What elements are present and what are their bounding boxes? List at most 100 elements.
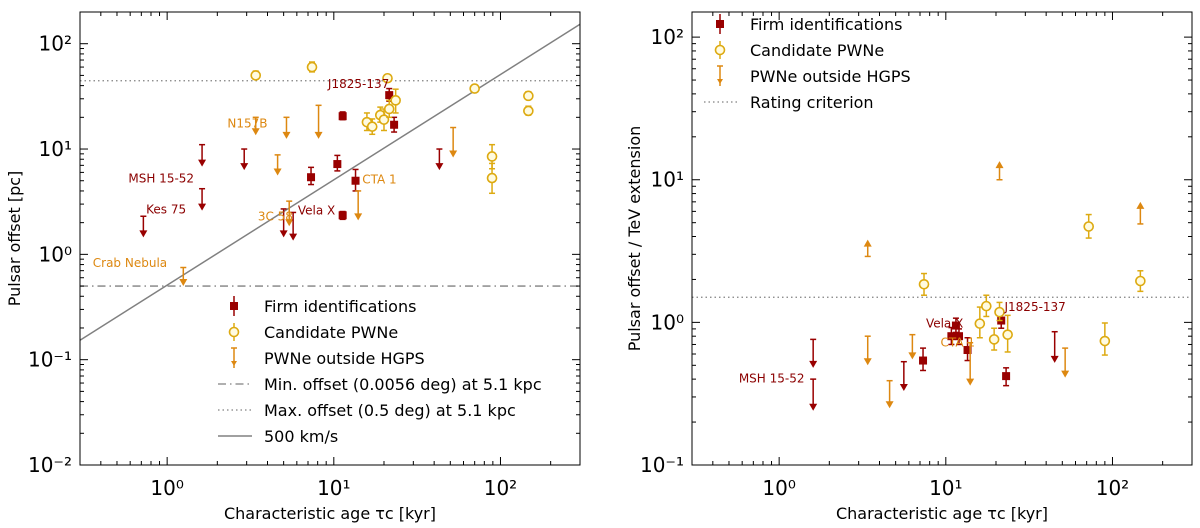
candidate-point [306,61,318,73]
firm-limit-head [198,159,207,167]
axes-frame [691,11,1193,466]
annotation-label: J1825-137 [327,77,389,91]
x-tick-label: 10⁰ [762,476,795,500]
legend-label: PWNe outside HGPS [264,349,425,368]
left-panel: J1825-137 N157B MSH 15-52 Kes 75 3C 58 Vela X… [5,11,581,523]
firm-limit-head [289,233,298,241]
y-tick-label: 10² [651,25,684,49]
firm-limit-head [809,403,818,411]
x-axis-label: Characteristic age τc [kyr] [836,504,1048,523]
candidate-point [469,83,480,94]
legend-candidate-marker [228,326,240,338]
outside-limit-head [966,378,975,386]
firm-point [385,91,394,100]
firm-point [351,176,360,185]
firm-point [963,346,972,355]
annotation-label: MSH 15-52 [739,371,805,385]
axes-frame [79,11,581,466]
firm-point [919,356,928,365]
candidate-point [974,318,986,329]
firm-limit-head [435,163,444,171]
x-tick-label: 10¹ [317,476,350,500]
x-tick-label: 10⁰ [150,476,183,500]
candidate-point [1002,329,1013,340]
candidate-point [994,306,1005,318]
firm-point [947,332,956,341]
plot-area [692,161,1192,411]
x-axis-label: Characteristic age τc [kyr] [224,504,436,523]
legend-label: Min. offset (0.0056 deg) at 5.1 kpc [264,375,542,394]
right-panel: J1825-137 Vela X CTA 1 MSH 15-52 10⁰ 10¹ 10² 10… [625,11,1193,523]
velocity-line [80,23,580,341]
candidate-point [523,90,534,102]
candidate-point [918,278,930,290]
legend-label: Candidate PWNe [264,323,398,342]
firm-point [955,332,964,341]
x-tick-label: 10² [484,476,517,500]
y-tick-label: 10⁰ [651,310,684,334]
outside-limit-head [1061,370,1070,378]
y-axis-label: Pulsar offset / TeV extension [625,126,644,352]
candidate-point [250,70,262,81]
outside-limit-head [314,131,323,139]
outside-limit-head [908,352,917,360]
firm-point [1002,372,1011,381]
legend-outside-head [717,79,723,84]
firm-limit-head [1050,355,1059,363]
firm-limit-head [139,230,148,238]
candidate-point [981,300,992,312]
legend-firm-marker [716,20,724,28]
outside-limit-head [282,131,291,139]
y-tick-label: 10¹ [651,168,684,192]
legend-outside-head [231,361,237,366]
legend: Firm identifications Candidate PWNe PWNe o… [218,296,542,446]
outside-limit-head [273,168,282,176]
annotation-label: N157B [227,117,267,131]
candidate-point [390,95,401,106]
candidate-point [486,172,498,184]
annotation-label: MSH 15-52 [128,172,194,186]
y-tick-label: 10⁻² [28,453,72,477]
legend-label: 500 km/s [264,427,338,446]
outside-limit-head [179,279,188,287]
annotation-label: Vela X [926,317,963,331]
candidate-point [988,334,1000,345]
legend-label: PWNe outside HGPS [750,67,911,86]
y-tick-label: 10¹ [39,137,72,161]
firm-limit-head [809,360,818,368]
legend-candidate-marker [714,44,726,56]
annotation-label: 3C 58 [258,209,293,223]
annotation-label: J1825-137 [1004,300,1066,314]
candidate-point [523,105,534,117]
firm-limit-head [279,230,288,238]
y-axis-label: Pulsar offset [pc] [5,171,24,307]
legend: Firm identifications Candidate PWNe PWNe o… [704,14,911,112]
annotation-label: CTA 1 [941,335,975,349]
candidate-point [1083,221,1095,232]
y-tick-label: 10⁰ [39,242,72,266]
outside-lower-limit-head [863,239,872,247]
plot-area [80,23,580,341]
outside-lower-limit-head [995,161,1004,169]
outside-limit-head [863,358,872,366]
candidate-point [382,72,393,84]
legend-label: Rating criterion [750,93,874,112]
legend-label: Max. offset (0.5 deg) at 5.1 kpc [264,401,516,420]
outside-limit-head [251,128,260,136]
firm-limit-head [899,384,908,392]
firm-point [307,173,316,182]
annotation-label: Vela X [298,203,335,217]
outside-limit-head [354,213,363,221]
outside-lower-limit-head [1136,201,1145,209]
firm-point [333,160,342,169]
y-tick-label: 10⁻¹ [28,348,72,372]
legend-firm-marker [230,302,238,310]
y-tick-label: 10² [39,32,72,56]
candidate-point [1135,275,1146,287]
candidate-point [366,121,378,132]
x-tick-label: 10¹ [929,476,962,500]
firm-limit-head [198,203,207,211]
y-tick-label: 10⁻¹ [640,453,684,477]
firm-point [390,120,399,129]
